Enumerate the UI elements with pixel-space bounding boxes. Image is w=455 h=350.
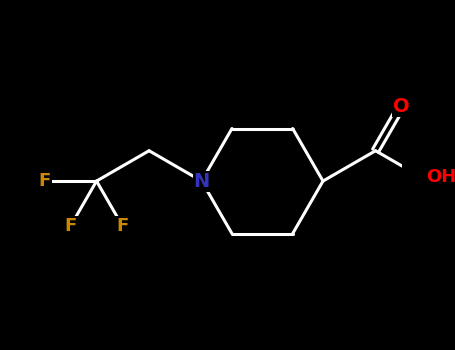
Text: N: N [193, 172, 210, 190]
Text: F: F [116, 217, 128, 235]
Text: OH: OH [426, 168, 455, 186]
Text: F: F [39, 172, 51, 190]
Text: F: F [65, 217, 77, 235]
Text: O: O [393, 97, 410, 116]
